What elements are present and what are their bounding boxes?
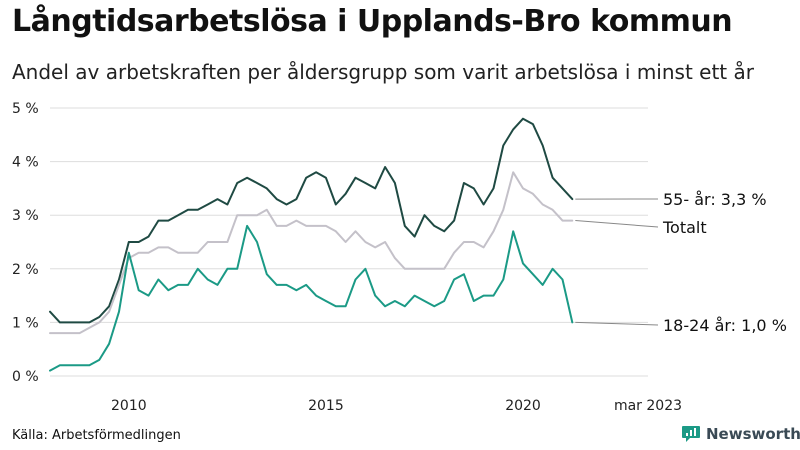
y-tick-label: 2 % [12, 262, 39, 278]
brand-logo: Newsworthy [681, 425, 800, 443]
y-axis-labels: 0 % 1 % 2 % 3 % 4 % 5 % [12, 101, 39, 385]
end-label-connector-young [575, 321, 659, 326]
y-tick-label: 1 % [12, 315, 39, 331]
source-note: Källa: Arbetsförmedlingen [12, 428, 181, 443]
end-label-connector-total [575, 220, 659, 228]
end-label-older: 55- år: 3,3 % [663, 190, 767, 209]
series-line-total [49, 171, 574, 335]
series-layer [49, 117, 574, 372]
chart-title: Långtidsarbetslösa i Upplands-Bro kommun [12, 4, 733, 39]
x-tick-label: 2015 [308, 398, 344, 414]
end-label-young: 18-24 år: 1,0 % [663, 316, 787, 335]
y-tick-label: 0 % [12, 369, 39, 385]
x-tick-label: mar 2023 [614, 398, 682, 414]
x-tick-label: 2010 [111, 398, 147, 414]
end-labels: 55- år: 3,3 % Totalt 18-24 år: 1,0 % [575, 190, 787, 335]
newsworthy-logo-icon [682, 426, 700, 442]
y-tick-label: 4 % [12, 155, 39, 171]
y-tick-label: 3 % [12, 208, 39, 224]
brand-name: Newsworthy [706, 425, 800, 443]
series-line-older [49, 117, 574, 324]
x-tick-label: 2020 [505, 398, 541, 414]
end-label-total: Totalt [662, 218, 707, 237]
y-tick-label: 5 % [12, 101, 39, 117]
series-line-young [49, 224, 574, 372]
chart-subtitle: Andel av arbetskraften per åldersgrupp s… [12, 60, 754, 84]
grid-layer [50, 107, 648, 377]
x-axis-labels: 2010 2015 2020 mar 2023 [111, 398, 682, 414]
